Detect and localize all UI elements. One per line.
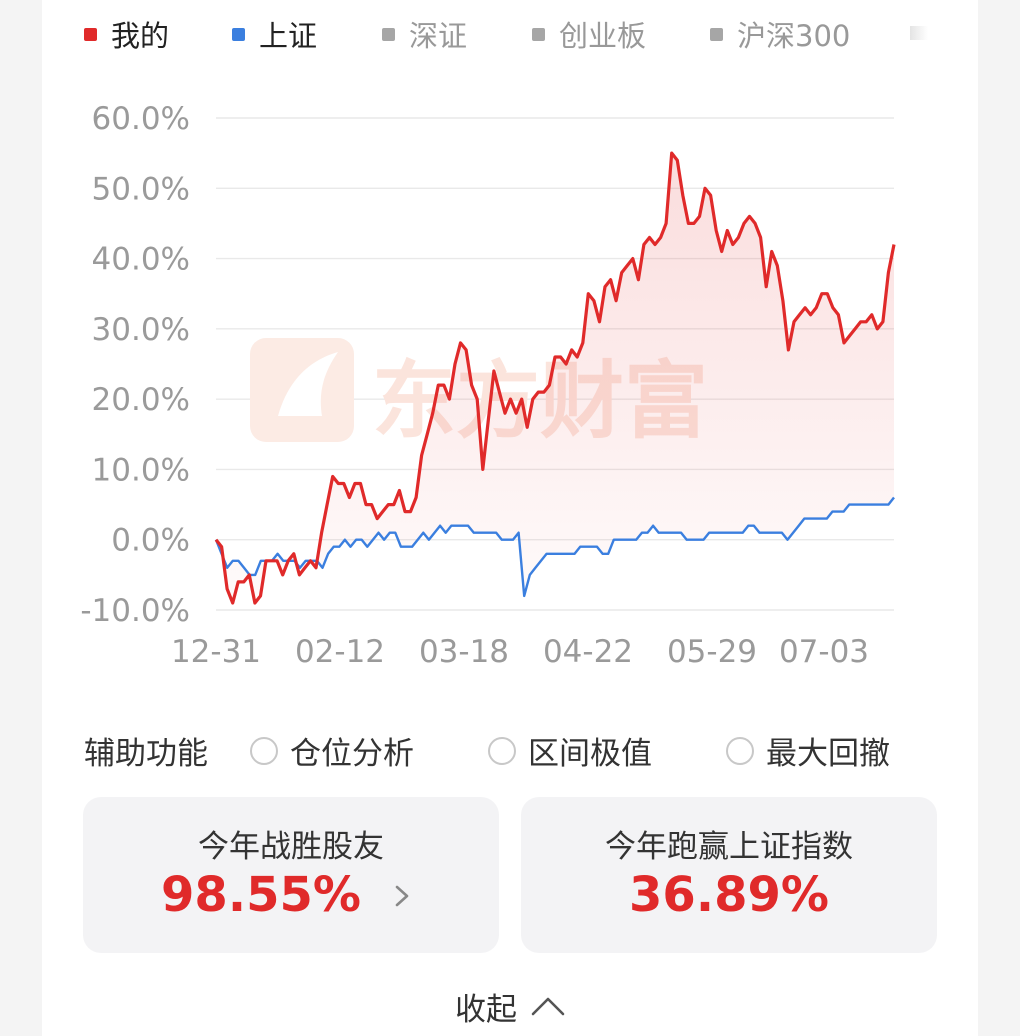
y-tick-label: 0.0% [111,523,190,559]
series-shanghai-line [214,496,895,598]
legend-swatch-mine [84,27,97,41]
legend-item-csi300[interactable]: 沪深300 [710,14,850,54]
legend-item-shanghai[interactable]: 上证 [232,14,317,54]
series-mine-line [214,151,896,605]
legend-label-shenzhen: 深证 [409,19,468,53]
performance-card: 我的 上证 深证 创业板 沪深300 [42,0,978,1036]
legend-item-shenzhen[interactable]: 深证 [382,14,467,54]
legend-item-mine[interactable]: 我的 [84,14,169,54]
y-axis-labels: 60.0% 50.0% 40.0% 30.0% 20.0% 10.0% 0.0% -10.0% [80,101,190,629]
beat-peers-value: 98.55% [161,867,361,923]
beat-index-value: 36.89% [629,867,829,923]
option-label: 区间极值 [528,736,652,772]
x-tick-label: 07-03 [779,634,869,670]
legend-swatch-csi300 [710,27,723,41]
chevron-up-icon [531,997,565,1016]
return-chart: 东方财富 60.0%50.0%40.0%30.0%20.0%10.0%0.0%-… [80,101,896,670]
option-label: 仓位分析 [290,736,414,772]
y-tick-label: 30.0% [92,312,190,348]
radio-circle-icon[interactable] [250,736,278,765]
beat-peers-card[interactable]: 今年战胜股友 98.55% [83,797,499,953]
auxiliary-tools: 辅助功能 仓位分析 区间极值 最大回撤 [84,724,964,774]
tools-title: 辅助功能 [84,736,208,772]
beat-peers-label: 今年战胜股友 [198,829,384,865]
x-tick-label: 02-12 [295,634,385,670]
legend-item-chinext[interactable]: 创业板 [532,14,646,54]
x-axis-labels: 12-31 02-12 03-18 04-22 05-29 07-03 [171,634,869,670]
beat-index-card: 今年跑赢上证指数 36.89% [521,797,937,953]
option-label: 最大回撤 [766,736,890,772]
legend-label-chinext: 创业板 [559,19,647,53]
y-tick-label: 50.0% [92,171,190,207]
y-tick-label: 10.0% [92,452,190,488]
series-mine-area [216,153,894,603]
radio-circle-icon[interactable] [488,736,516,765]
y-tick-label: 40.0% [92,242,190,278]
legend-scroll-fade [910,26,928,40]
x-tick-label: 05-29 [667,634,757,670]
legend-swatch-chinext [532,27,545,41]
beat-index-label: 今年跑赢上证指数 [605,829,853,865]
legend-swatch-shenzhen [382,27,395,41]
y-tick-label: 60.0% [92,101,190,137]
option-range-extremes[interactable]: 区间极值 [488,728,652,773]
option-position-analysis[interactable]: 仓位分析 [250,728,414,773]
x-tick-label: 04-22 [543,634,633,670]
chevron-right-icon[interactable] [389,883,415,909]
watermark-logo-mark [278,352,338,416]
legend-label-mine: 我的 [111,19,170,53]
radio-circle-icon[interactable] [726,736,754,765]
x-tick-label: 03-18 [419,634,509,670]
option-max-drawdown[interactable]: 最大回撤 [726,728,890,773]
legend-label-csi300: 沪深300 [737,19,851,53]
chart-legend: 我的 上证 深证 创业板 沪深300 [42,0,978,70]
legend-swatch-shanghai [232,27,245,41]
legend-label-shanghai: 上证 [259,19,318,53]
x-tick-label: 12-31 [171,634,261,670]
collapse-label: 收起 [455,991,517,1028]
y-tick-label: 20.0% [92,382,190,418]
collapse-button[interactable]: 收起 [42,982,978,1030]
y-tick-label: -10.0% [80,593,190,629]
